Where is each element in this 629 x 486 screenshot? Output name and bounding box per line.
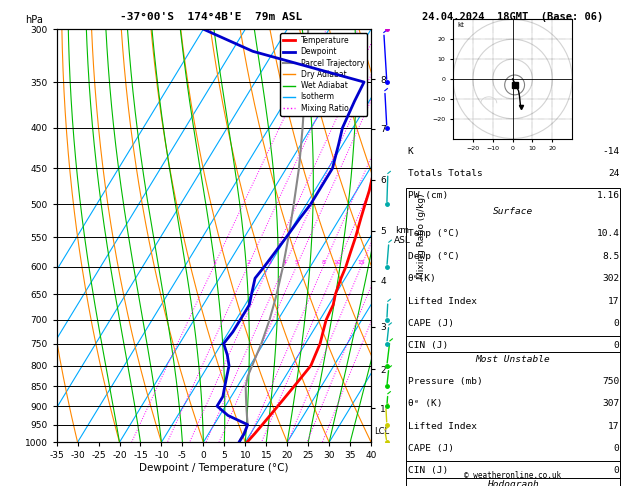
Text: 15: 15 — [358, 260, 365, 265]
Text: Dewp (°C): Dewp (°C) — [408, 252, 459, 261]
Text: 302: 302 — [603, 274, 620, 283]
Text: LCL: LCL — [374, 427, 389, 435]
Text: Lifted Index: Lifted Index — [408, 422, 477, 431]
Text: 307: 307 — [603, 399, 620, 408]
Text: 2: 2 — [246, 260, 250, 265]
Text: Most Unstable: Most Unstable — [476, 355, 550, 364]
Text: 24.04.2024  18GMT  (Base: 06): 24.04.2024 18GMT (Base: 06) — [422, 12, 603, 22]
Text: 24: 24 — [608, 169, 620, 178]
Text: K: K — [408, 147, 413, 156]
Text: kt: kt — [457, 22, 464, 28]
Text: Totals Totals: Totals Totals — [408, 169, 482, 178]
Text: 0: 0 — [614, 444, 620, 453]
Text: Lifted Index: Lifted Index — [408, 296, 477, 306]
Text: CIN (J): CIN (J) — [408, 467, 448, 475]
Legend: Temperature, Dewpoint, Parcel Trajectory, Dry Adiabat, Wet Adiabat, Isotherm, Mi: Temperature, Dewpoint, Parcel Trajectory… — [280, 33, 367, 116]
Text: 0: 0 — [614, 341, 620, 350]
Text: 3: 3 — [267, 260, 271, 265]
Text: 750: 750 — [603, 377, 620, 386]
Text: hPa: hPa — [25, 15, 43, 25]
Text: -14: -14 — [603, 147, 620, 156]
Text: 17: 17 — [608, 422, 620, 431]
Text: CIN (J): CIN (J) — [408, 341, 448, 350]
Text: 4: 4 — [282, 260, 287, 265]
Text: -37°00'S  174°4B'E  79m ASL: -37°00'S 174°4B'E 79m ASL — [120, 12, 302, 22]
Text: Surface: Surface — [493, 207, 533, 216]
Text: CAPE (J): CAPE (J) — [408, 444, 454, 453]
Text: 8.5: 8.5 — [603, 252, 620, 261]
Y-axis label: km
ASL: km ASL — [394, 226, 411, 245]
Text: 0: 0 — [614, 319, 620, 328]
X-axis label: Dewpoint / Temperature (°C): Dewpoint / Temperature (°C) — [139, 463, 289, 473]
Text: 10: 10 — [333, 260, 341, 265]
Text: © weatheronline.co.uk: © weatheronline.co.uk — [464, 471, 561, 480]
Text: 10.4: 10.4 — [596, 229, 620, 239]
Text: CAPE (J): CAPE (J) — [408, 319, 454, 328]
Text: 17: 17 — [608, 296, 620, 306]
Text: Pressure (mb): Pressure (mb) — [408, 377, 482, 386]
Text: 1.16: 1.16 — [596, 191, 620, 201]
Text: Temp (°C): Temp (°C) — [408, 229, 459, 239]
Text: θᵉ (K): θᵉ (K) — [408, 399, 442, 408]
Text: PW (cm): PW (cm) — [408, 191, 448, 201]
Text: 1: 1 — [213, 260, 216, 265]
Text: θᵉ(K): θᵉ(K) — [408, 274, 437, 283]
Text: 8: 8 — [322, 260, 326, 265]
Text: Mixing Ratio (g/kg): Mixing Ratio (g/kg) — [417, 193, 426, 278]
Text: 0: 0 — [614, 467, 620, 475]
Text: 5: 5 — [295, 260, 299, 265]
Text: Hodograph: Hodograph — [487, 480, 538, 486]
